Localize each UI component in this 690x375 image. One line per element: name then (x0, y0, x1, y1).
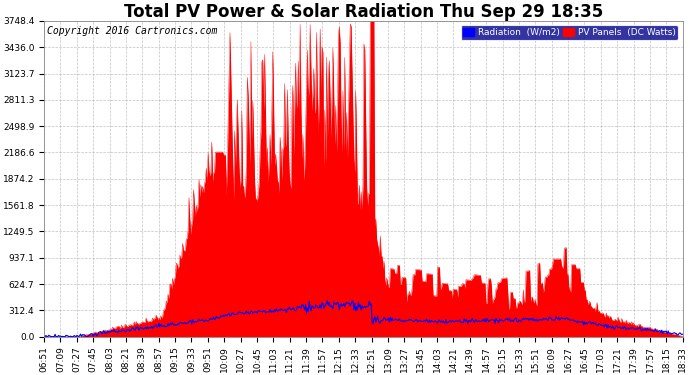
Title: Total PV Power & Solar Radiation Thu Sep 29 18:35: Total PV Power & Solar Radiation Thu Sep… (124, 3, 603, 21)
Legend: Radiation  (W/m2), PV Panels  (DC Watts): Radiation (W/m2), PV Panels (DC Watts) (460, 26, 678, 40)
Text: Copyright 2016 Cartronics.com: Copyright 2016 Cartronics.com (48, 26, 217, 36)
